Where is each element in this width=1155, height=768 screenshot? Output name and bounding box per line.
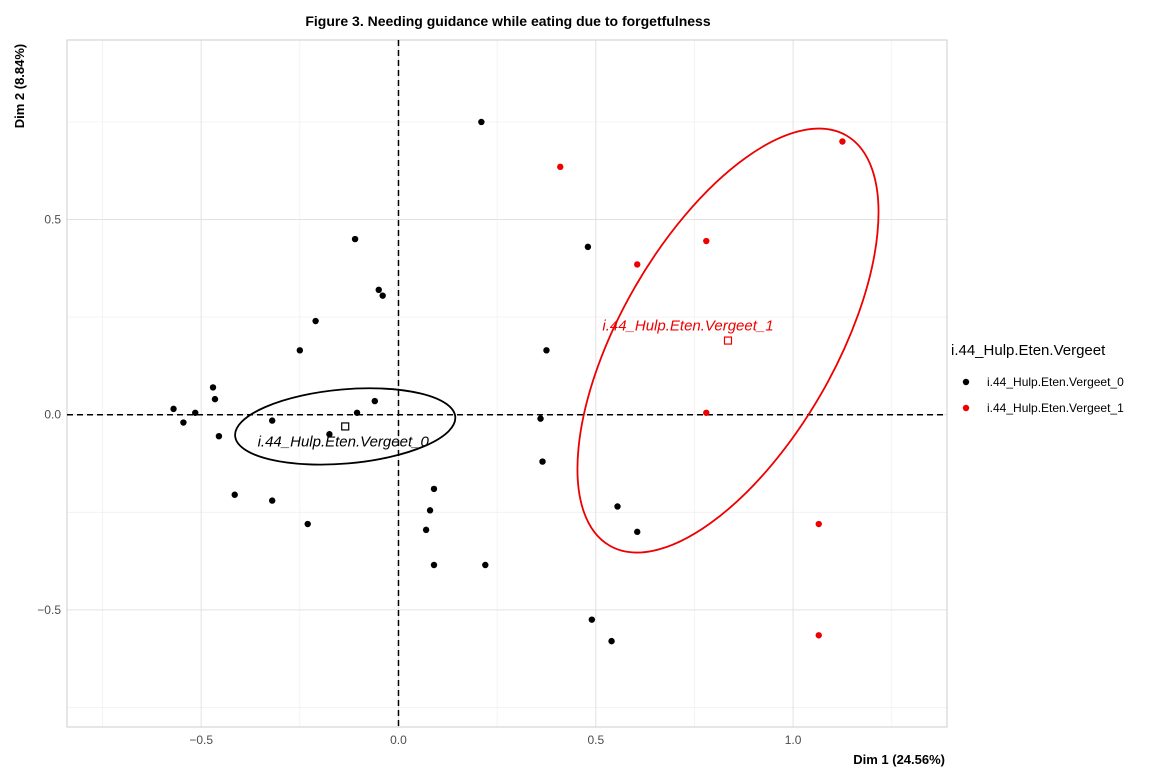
data-point (478, 118, 485, 126)
x-tick-label: −0.5 (189, 733, 213, 747)
centroid-label: i.44_Hulp.Eten.Vergeet_0 (258, 433, 430, 450)
data-point (215, 432, 223, 440)
x-axis-title: Dim 1 (24.56%) (853, 752, 945, 767)
legend-key (962, 378, 970, 386)
x-tick-label: 0.5 (587, 733, 604, 747)
data-point (588, 616, 596, 623)
data-point (634, 528, 641, 536)
legend-label: i.44_Hulp.Eten.Vergeet_0 (987, 375, 1124, 389)
y-tick-label: 0.0 (44, 408, 61, 422)
data-point (614, 503, 621, 510)
data-point (351, 235, 359, 243)
data-point (209, 384, 217, 391)
plot-panel: i.44_Hulp.Eten.Vergeet_0 i.44_Hulp.Eten.V… (66, 39, 948, 728)
data-point (371, 397, 379, 405)
y-axis-title: Dim 2 (8.84%) (12, 44, 27, 129)
panel-border (66, 39, 948, 728)
centroid-marker (723, 336, 733, 345)
data-point (180, 419, 187, 426)
data-point (426, 507, 434, 514)
confidence-ellipse (576, 127, 880, 554)
data-point (815, 520, 822, 528)
panel-background (67, 40, 947, 727)
y-tick-label: −0.5 (37, 603, 61, 617)
data-point (703, 409, 710, 416)
data-point (608, 637, 615, 645)
data-point (312, 317, 319, 325)
data-point (537, 415, 544, 422)
centroid-label: i.44_Hulp.Eten.Vergeet_1 (602, 318, 773, 335)
data-point (815, 632, 822, 639)
data-point (482, 561, 489, 569)
y-tick-label: 0.5 (44, 213, 61, 227)
data-point (231, 491, 238, 498)
data-point (326, 431, 333, 438)
data-point (304, 520, 311, 528)
data-point (296, 347, 304, 354)
data-point (192, 409, 199, 416)
x-tick-label: 0.0 (390, 733, 407, 747)
data-point (703, 237, 710, 245)
data-point (584, 243, 592, 251)
centroid-marker (341, 422, 350, 431)
legend-label: i.44_Hulp.Eten.Vergeet_1 (987, 401, 1124, 415)
data-point (269, 417, 276, 424)
legend-title: i.44_Hulp.Eten.Vergeet (951, 342, 1106, 359)
legend-key (962, 404, 970, 412)
data-point (839, 138, 846, 145)
data-point (539, 458, 546, 465)
data-point (430, 485, 438, 493)
data-point (269, 497, 276, 504)
data-point (379, 292, 386, 299)
data-point (430, 561, 438, 569)
data-point (211, 395, 219, 403)
data-point (353, 409, 361, 416)
confidence-ellipse (234, 387, 457, 466)
chart-title: Figure 3. Needing guidance while eating … (305, 13, 710, 29)
data-point (170, 405, 177, 413)
data-point (375, 286, 382, 294)
x-tick-label: 1.0 (785, 733, 802, 747)
data-point (422, 526, 430, 534)
data-point (557, 163, 564, 171)
legend: i.44_Hulp.Eten.Vergeet i.44_Hulp.Eten.Ve… (951, 342, 1124, 415)
data-point (634, 261, 641, 268)
data-point (543, 347, 550, 354)
